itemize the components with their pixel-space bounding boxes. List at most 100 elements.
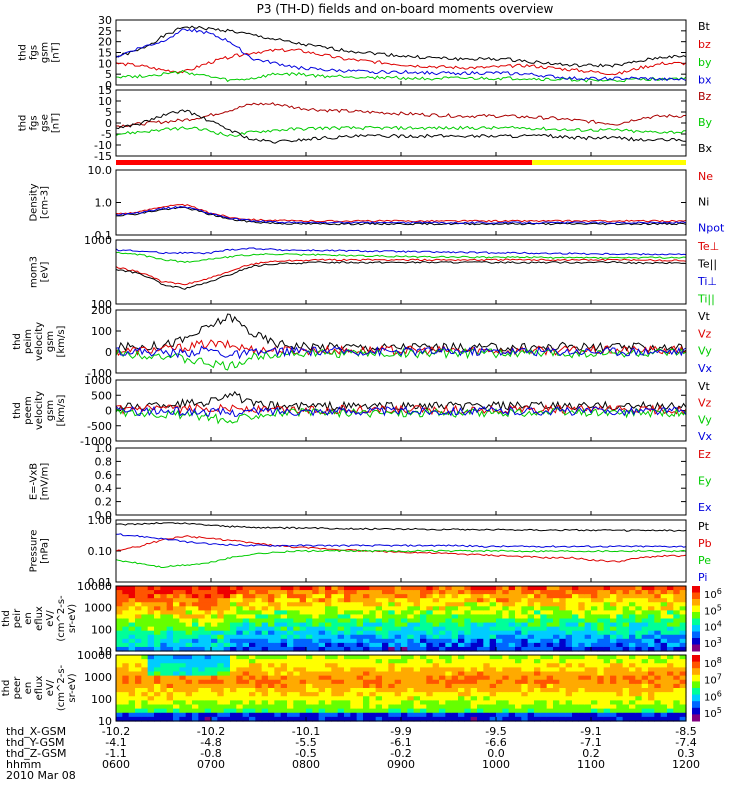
spectrogram-cell xyxy=(483,708,491,714)
spectrogram-cell xyxy=(502,586,510,591)
spectrogram-cell xyxy=(388,663,396,668)
spectrogram-cell xyxy=(546,622,554,628)
series-line-Ti⊥ xyxy=(115,247,687,256)
spectrogram-cell xyxy=(154,712,161,718)
spectrogram-cell xyxy=(299,688,307,693)
series-line-By xyxy=(115,125,687,137)
spectrogram-cell xyxy=(160,594,168,599)
spectrogram-cell xyxy=(648,708,655,714)
spectrogram-cell xyxy=(154,590,161,595)
spectrogram-cell xyxy=(439,594,446,599)
spectrogram-cell xyxy=(489,642,497,648)
spectrogram-cell xyxy=(470,630,478,636)
spectrogram-cell xyxy=(299,646,307,652)
spectrogram-cell xyxy=(230,598,237,603)
spectrogram-cell xyxy=(166,675,174,681)
spectrogram-cell xyxy=(508,602,516,607)
spectrogram-cell xyxy=(432,606,440,611)
spectrogram-cell xyxy=(515,704,522,710)
colorbar-cell xyxy=(692,597,700,600)
spectrogram-cell xyxy=(173,716,180,722)
spectrogram-cell xyxy=(318,606,326,611)
spectrogram-cell xyxy=(242,642,250,648)
spectrogram-cell xyxy=(426,594,434,599)
spectrogram-cell xyxy=(432,700,440,706)
spectrogram-cell xyxy=(261,606,269,611)
spectrogram-cell xyxy=(584,634,592,640)
spectrogram-cell xyxy=(306,692,313,697)
spectrogram-cell xyxy=(204,602,212,607)
spectrogram-cell xyxy=(477,602,484,607)
spectrogram-cell xyxy=(116,606,123,611)
spectrogram-cell xyxy=(679,638,687,644)
spectrogram-cell xyxy=(306,610,313,616)
spectrogram-cell xyxy=(540,671,548,677)
spectrogram-cell xyxy=(179,704,187,710)
spectrogram-cell xyxy=(223,679,231,685)
spectrogram-cell xyxy=(217,688,225,693)
spectrogram-cell xyxy=(616,622,624,628)
spectrogram-cell xyxy=(122,610,130,616)
spectrogram-cell xyxy=(394,716,402,722)
spectrogram-cell xyxy=(591,590,598,595)
spectrogram-cell xyxy=(648,655,655,660)
spectrogram-cell xyxy=(401,638,408,644)
spectrogram-cell xyxy=(363,646,370,652)
spectrogram-cell xyxy=(464,663,472,668)
spectrogram-cell xyxy=(445,675,453,681)
spectrogram-cell xyxy=(635,642,643,648)
spectrogram-cell xyxy=(635,667,643,673)
spectrogram-cell xyxy=(255,598,263,603)
spectrogram-cell xyxy=(306,622,313,628)
spectrogram-cell xyxy=(629,679,636,685)
spectrogram-cell xyxy=(192,638,199,644)
spectrogram-cell xyxy=(375,602,383,607)
spectrogram-cell xyxy=(515,667,522,673)
spectrogram-cell xyxy=(502,716,510,722)
spectrogram-cell xyxy=(477,708,484,714)
spectrogram-cell xyxy=(185,708,193,714)
spectrogram-cell xyxy=(160,667,168,673)
spectrogram-cell xyxy=(616,618,624,624)
spectrogram-cell xyxy=(337,598,345,603)
xtick-label: 1000 xyxy=(482,758,510,771)
spectrogram-cell xyxy=(458,712,465,718)
spectrogram-cell xyxy=(268,688,275,693)
mode-bar-segment xyxy=(116,160,533,165)
spectrogram-cell xyxy=(242,704,250,710)
spectrogram-cell xyxy=(185,659,193,664)
spectrogram-cell xyxy=(420,692,427,697)
spectrogram-cell xyxy=(660,626,668,632)
spectrogram-cell xyxy=(673,679,681,685)
spectrogram-cell xyxy=(641,708,649,714)
spectrogram-cell xyxy=(413,586,421,591)
spectrogram-cell xyxy=(287,594,294,599)
spectrogram-cell xyxy=(521,696,529,701)
spectrogram-cell xyxy=(508,692,516,697)
spectrogram-cell xyxy=(350,704,358,710)
spectrogram-cell xyxy=(451,675,459,681)
spectrogram-cell xyxy=(559,586,567,591)
colorbar-cell xyxy=(692,618,700,621)
spectrogram-cell xyxy=(673,683,681,689)
spectrogram-cell xyxy=(559,606,567,611)
spectrogram-cell xyxy=(337,646,345,652)
spectrogram-cell xyxy=(242,606,250,611)
spectrogram-cell xyxy=(331,700,339,706)
spectrogram-cell xyxy=(584,610,592,616)
spectrogram-cell xyxy=(147,618,155,624)
spectrogram-cell xyxy=(635,716,643,722)
spectrogram-cell xyxy=(426,683,434,689)
spectrogram-cell xyxy=(166,642,174,648)
legend-entry: bx xyxy=(698,74,712,87)
spectrogram-cell xyxy=(660,700,668,706)
xtick-label: -9.9 xyxy=(390,725,411,738)
spectrogram-cell xyxy=(116,688,123,693)
spectrogram-cell xyxy=(223,716,231,722)
spectrogram-cell xyxy=(388,708,396,714)
spectrogram-cell xyxy=(483,692,491,697)
legend-entry: By xyxy=(698,116,713,129)
spectrogram-cell xyxy=(211,671,218,677)
spectrogram-cell xyxy=(217,590,225,595)
spectrogram-cell xyxy=(192,590,199,595)
